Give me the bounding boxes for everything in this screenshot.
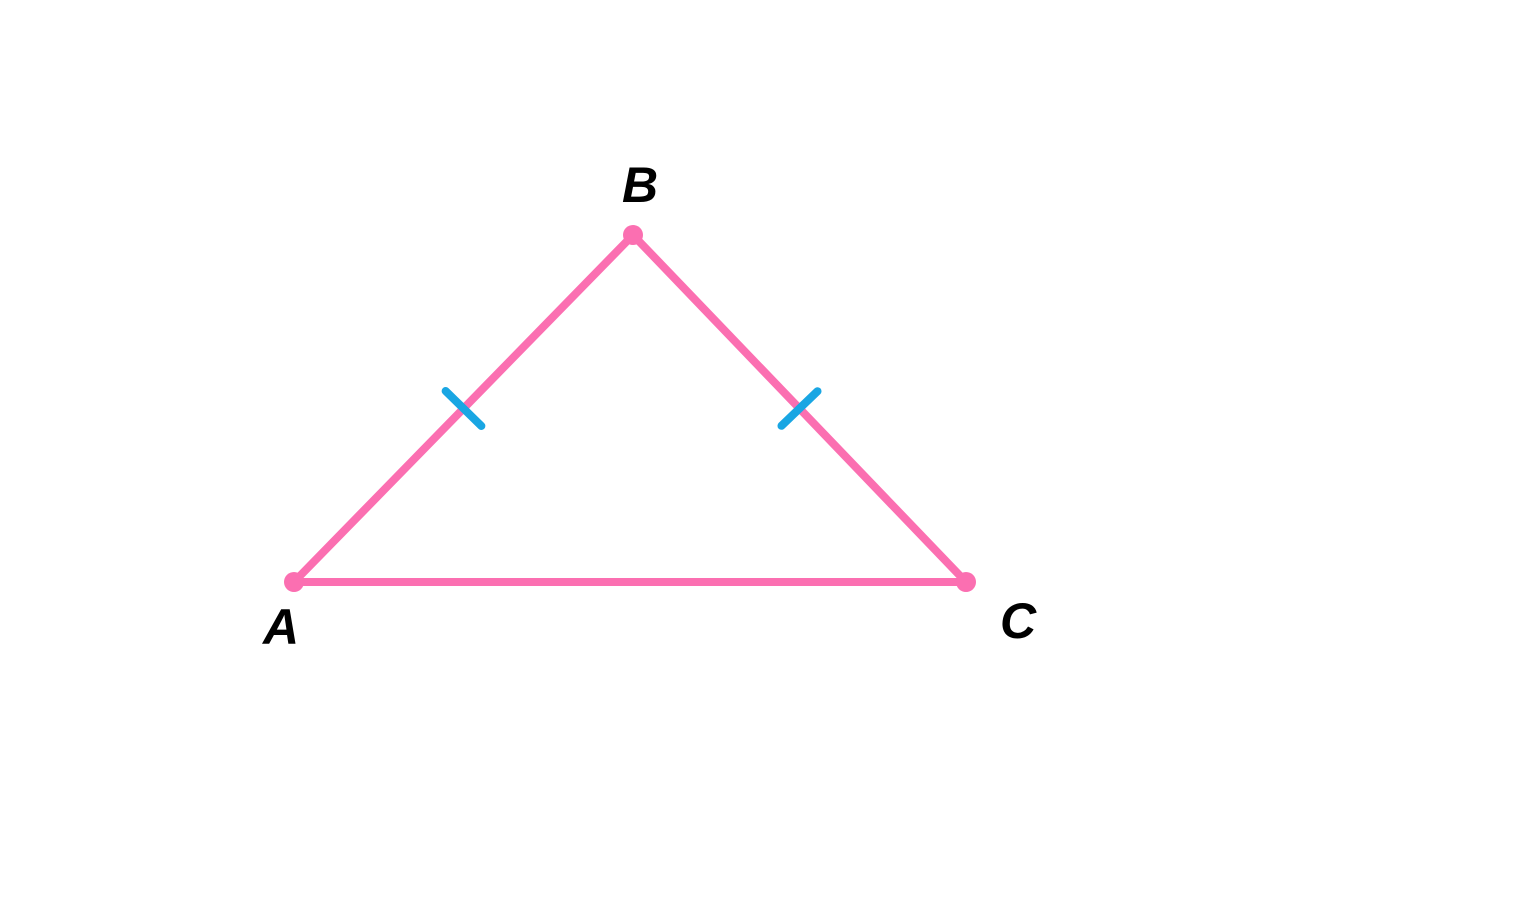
label-A: A — [261, 599, 299, 655]
label-B: B — [622, 157, 658, 213]
vertex-C — [956, 572, 976, 592]
vertex-B — [623, 225, 643, 245]
label-C: C — [1000, 593, 1037, 649]
background — [0, 0, 1536, 909]
triangle-diagram: A B C — [0, 0, 1536, 909]
vertex-A — [284, 572, 304, 592]
